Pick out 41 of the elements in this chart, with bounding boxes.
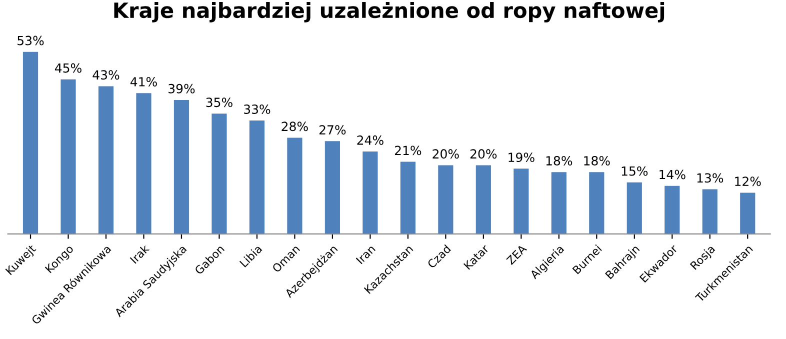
data-label: 53% bbox=[18, 36, 44, 46]
bar bbox=[136, 93, 152, 234]
data-label: 35% bbox=[206, 98, 232, 108]
data-label: 45% bbox=[54, 63, 82, 73]
bar bbox=[362, 151, 378, 234]
bar bbox=[626, 182, 642, 234]
chart-title: Kraje najbardziej uzależnione od ropy naftowej bbox=[114, 2, 664, 22]
data-label: 24% bbox=[357, 135, 384, 145]
bar bbox=[514, 168, 529, 234]
bar bbox=[98, 86, 114, 234]
bar bbox=[702, 189, 718, 234]
data-label: 15% bbox=[622, 166, 648, 176]
data-label: 28% bbox=[282, 122, 308, 132]
bar bbox=[324, 141, 340, 234]
bar bbox=[476, 165, 491, 234]
bar bbox=[664, 186, 680, 234]
bar bbox=[287, 138, 302, 234]
data-label: 41% bbox=[130, 77, 157, 86]
data-label: 27% bbox=[319, 125, 346, 135]
data-label: 13% bbox=[697, 173, 724, 183]
data-label: 20% bbox=[470, 149, 497, 159]
data-label: 20% bbox=[432, 149, 459, 159]
data-label: 18% bbox=[546, 156, 572, 166]
bar bbox=[589, 172, 604, 234]
bar bbox=[438, 165, 454, 234]
data-label: 12% bbox=[735, 176, 761, 186]
data-label: 33% bbox=[244, 104, 270, 114]
bar bbox=[400, 162, 416, 234]
bar bbox=[740, 192, 756, 234]
bar bbox=[60, 79, 76, 234]
data-label: 18% bbox=[584, 156, 610, 166]
data-label: 21% bbox=[394, 146, 422, 156]
bar bbox=[212, 114, 227, 234]
bar bbox=[174, 100, 190, 234]
bar bbox=[551, 172, 566, 234]
bar bbox=[249, 120, 265, 234]
data-label: 19% bbox=[508, 152, 534, 162]
data-label: 14% bbox=[660, 170, 686, 180]
data-label: 39% bbox=[168, 84, 195, 94]
data-label: 43% bbox=[92, 70, 120, 80]
bar bbox=[22, 52, 38, 234]
